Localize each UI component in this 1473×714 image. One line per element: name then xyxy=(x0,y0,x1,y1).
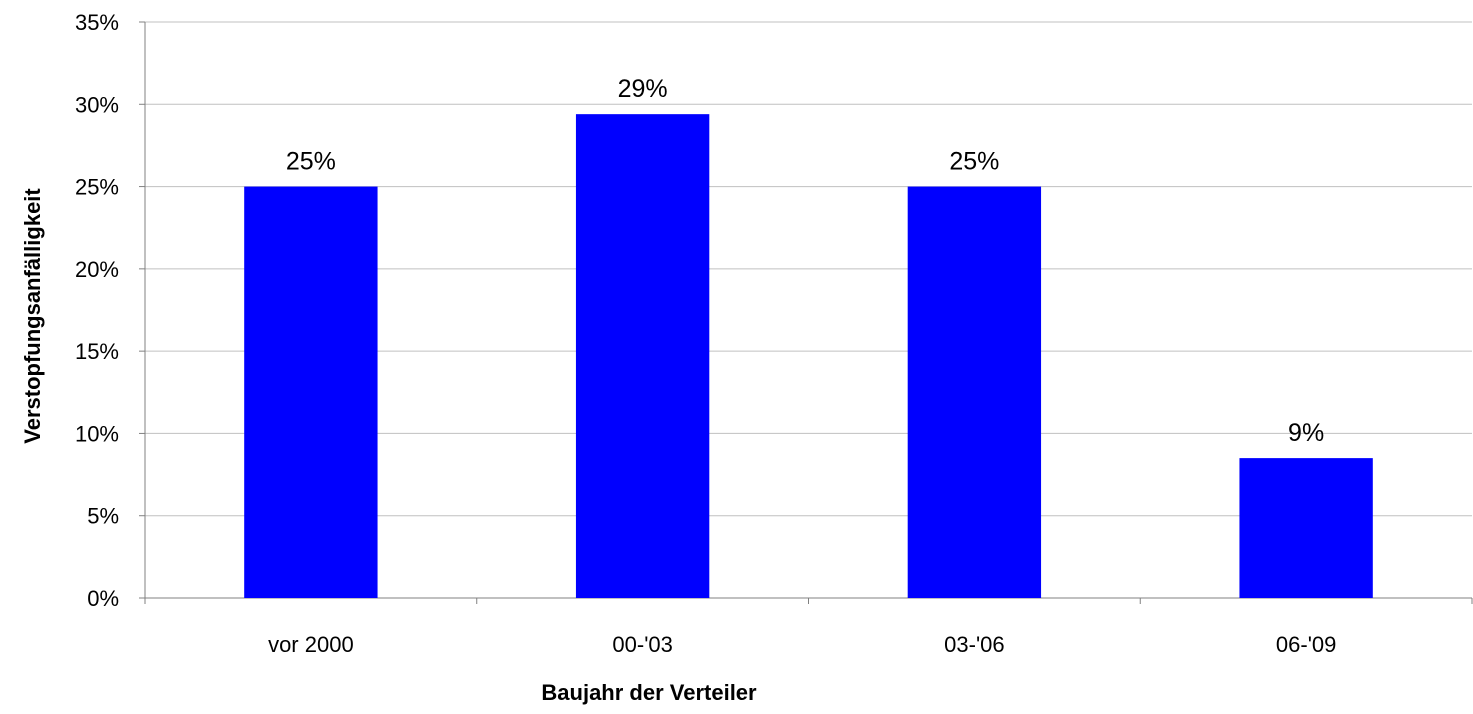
y-axis-title: Verstopfungsanfälligkeit xyxy=(20,188,45,444)
bar xyxy=(575,114,710,598)
bars xyxy=(244,114,1373,599)
x-tick-label: 00-'03 xyxy=(612,632,672,657)
bar xyxy=(907,186,1042,599)
y-tick-label: 5% xyxy=(87,504,119,529)
data-label: 25% xyxy=(949,148,999,176)
y-tick-label: 10% xyxy=(75,421,119,446)
y-tick-label: 25% xyxy=(75,175,119,200)
y-tick-label: 0% xyxy=(87,586,119,611)
x-tick-label: vor 2000 xyxy=(268,632,354,657)
y-tick-label: 30% xyxy=(75,92,119,117)
y-tick-label: 20% xyxy=(75,257,119,282)
x-tick-label: 03-'06 xyxy=(944,632,1004,657)
labels: 0% 5% 10% 15% 20% 25% 30% 35% 25% vor 2000 29% 00-'… xyxy=(75,10,1336,657)
y-tick-label: 35% xyxy=(75,10,119,35)
y-tick-label: 15% xyxy=(75,339,119,364)
data-label: 29% xyxy=(618,75,668,103)
bar xyxy=(1239,458,1373,598)
x-tick-label: 06-'09 xyxy=(1276,632,1336,657)
x-axis-title: Baujahr der Verteiler xyxy=(541,680,757,705)
data-label: 25% xyxy=(286,148,336,176)
bar xyxy=(244,186,378,599)
data-label: 9% xyxy=(1288,419,1324,447)
